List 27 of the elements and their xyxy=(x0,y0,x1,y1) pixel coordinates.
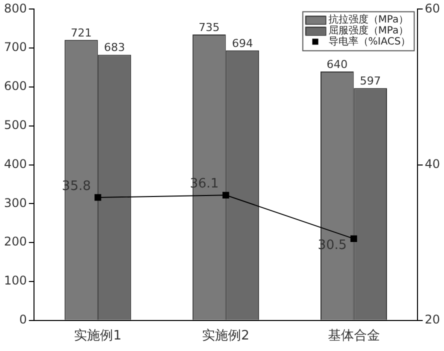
point xyxy=(222,192,230,198)
y2-tick-label: 60 xyxy=(424,1,440,16)
y-tick-label: 200 xyxy=(4,234,27,249)
data-label: 683 xyxy=(104,41,126,54)
point xyxy=(350,235,358,242)
y2-tick-label: 20 xyxy=(424,312,440,327)
y-tick-label: 400 xyxy=(4,156,27,171)
legend-label: 屈服强度（MPa） xyxy=(328,24,409,36)
y-tick-label: 500 xyxy=(4,118,27,132)
data-label: 694 xyxy=(232,36,253,50)
y2-tick-label: 40 xyxy=(424,156,440,171)
point xyxy=(94,194,102,201)
y-tick-label: 100 xyxy=(4,274,27,288)
x-tick-label: 基体合金 xyxy=(328,328,380,344)
data-label: 721 xyxy=(70,26,92,40)
y-tick-label: 0 xyxy=(19,312,27,327)
x-tick-label: 实施例1 xyxy=(74,328,122,344)
y-tick-label: 300 xyxy=(4,196,27,210)
data-label: 735 xyxy=(198,20,220,34)
x-tick-label: 实施例2 xyxy=(202,328,250,344)
data-label: 597 xyxy=(360,74,381,88)
data-label: 640 xyxy=(326,58,348,71)
y-tick-label: 600 xyxy=(4,79,27,94)
y-tick-label: 700 xyxy=(4,40,27,54)
legend-label: 抗拉强度（MPa） xyxy=(328,13,409,26)
legend-label: 导电率（%IACS） xyxy=(328,35,411,48)
y-tick-label: 800 xyxy=(4,1,27,16)
